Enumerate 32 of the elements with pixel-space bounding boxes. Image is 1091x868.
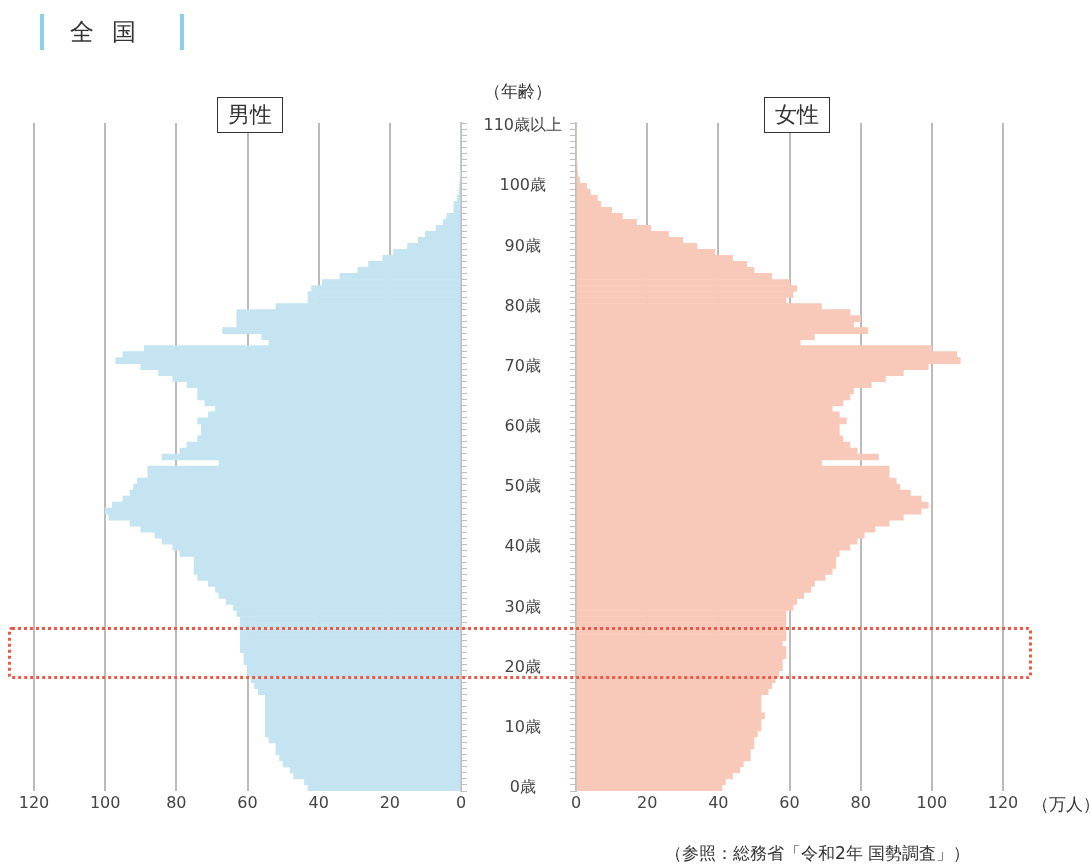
y-tick-label: 0歳 bbox=[509, 777, 536, 797]
y-tick-label: 70歳 bbox=[504, 355, 541, 375]
x-tick-label: 120 bbox=[987, 792, 1019, 812]
x-tick-label: 40 bbox=[708, 792, 729, 812]
text: 全国 bbox=[70, 17, 154, 48]
x-tick-label: 60 bbox=[779, 792, 800, 812]
y-tick-label: 50歳 bbox=[504, 476, 541, 496]
x-tick-label: 80 bbox=[166, 792, 187, 812]
text: （参照：総務省「令和2年 国勢調査」） bbox=[665, 842, 971, 865]
x-tick-label: 120 bbox=[18, 792, 50, 812]
x-tick-label: 0 bbox=[570, 792, 582, 812]
x-tick-label: 40 bbox=[308, 792, 329, 812]
y-tick-label: 110歳以上 bbox=[483, 115, 562, 135]
x-tick-label: 60 bbox=[237, 792, 258, 812]
y-tick-label: 20歳 bbox=[504, 656, 541, 676]
x-axis-title: （万人） bbox=[1032, 793, 1091, 816]
y-tick-label: 100歳 bbox=[499, 175, 546, 195]
y-tick-label: 10歳 bbox=[504, 716, 541, 736]
y-tick-label: 60歳 bbox=[504, 416, 541, 436]
chart-title: 女性 bbox=[764, 97, 830, 133]
y-tick-label: 80歳 bbox=[504, 295, 541, 315]
x-tick-label: 20 bbox=[636, 792, 658, 812]
x-tick-label: 80 bbox=[850, 792, 871, 812]
x-tick-label: 100 bbox=[916, 792, 948, 812]
y-tick-label: 30歳 bbox=[504, 596, 541, 616]
x-tick-label: 0 bbox=[455, 792, 467, 812]
y-tick-label: 90歳 bbox=[504, 235, 541, 255]
x-tick-label: 100 bbox=[89, 792, 121, 812]
chart-title: 男性 bbox=[217, 97, 283, 133]
y-axis-title: （年齢） bbox=[484, 80, 552, 103]
x-tick-label: 20 bbox=[379, 792, 401, 812]
y-tick-label: 40歳 bbox=[504, 536, 541, 556]
